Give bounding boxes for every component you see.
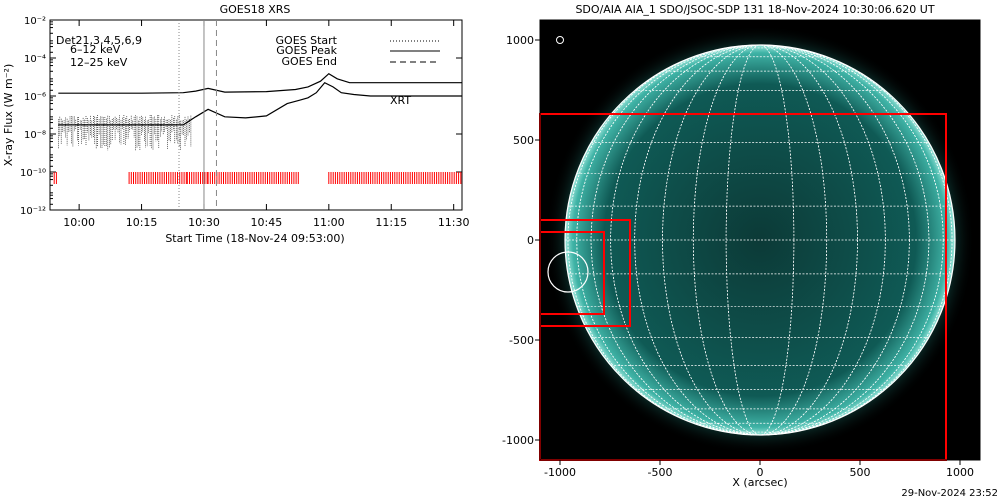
xrt-fov-label: XRT FOV xyxy=(552,422,599,435)
goes-chart-title: GOES18 XRS xyxy=(220,3,291,16)
legend-6-12: 6–12 keV xyxy=(70,43,121,56)
goes-ytick-label: 10⁻¹² xyxy=(20,206,46,217)
aia-flare-legend: O AIA flare location xyxy=(567,33,673,46)
goes-xlabel: Start Time (18-Nov-24 09:53:00) xyxy=(165,232,344,245)
goes-ytick-label: 10⁻⁴ xyxy=(24,54,46,65)
legend-12-25: 12–25 keV xyxy=(70,56,128,69)
aia-xtick-label: -1000 xyxy=(544,466,576,479)
aia-ytick-label: 0 xyxy=(527,234,534,247)
goes-xtick-label: 10:30 xyxy=(188,216,220,229)
aia-chart-title: SDO/AIA AIA_1 SDO/JSOC-SDP 131 18-Nov-20… xyxy=(575,3,934,16)
goes-ylabel: X-ray Flux (W m⁻²) xyxy=(2,64,15,166)
aia-xtick-label: -500 xyxy=(648,466,673,479)
aia-image xyxy=(540,20,980,460)
aia-ytick-label: -1000 xyxy=(502,434,534,447)
goes-ytick-label: 10⁻¹⁰ xyxy=(20,168,46,179)
goes-xtick-label: 11:15 xyxy=(375,216,407,229)
goes-xtick-label: 11:00 xyxy=(313,216,345,229)
goes-ytick-label: 10⁻² xyxy=(24,16,46,27)
aia-xlabel: X (arcsec) xyxy=(732,476,787,489)
aia-ytick-label: -500 xyxy=(509,334,534,347)
goes-xtick-label: 11:30 xyxy=(438,216,470,229)
goes-ytick-label: 10⁻⁸ xyxy=(24,130,46,141)
footer-timestamp: 29-Nov-2024 23:52 xyxy=(901,488,998,499)
goes-xtick-label: 10:45 xyxy=(251,216,283,229)
aia-xtick-label: 1000 xyxy=(946,466,974,479)
goes-ytick-label: 10⁻⁶ xyxy=(24,92,46,103)
xrt-label: XRT xyxy=(390,94,411,107)
aia-ytick-label: 500 xyxy=(513,134,534,147)
solar-disk xyxy=(565,45,955,435)
aia-ytick-label: 1000 xyxy=(506,34,534,47)
goes-xtick-label: 10:15 xyxy=(126,216,158,229)
aia-xtick-label: 500 xyxy=(850,466,871,479)
goes-xtick-label: 10:00 xyxy=(63,216,95,229)
legend-goes-end: GOES End xyxy=(281,55,337,68)
